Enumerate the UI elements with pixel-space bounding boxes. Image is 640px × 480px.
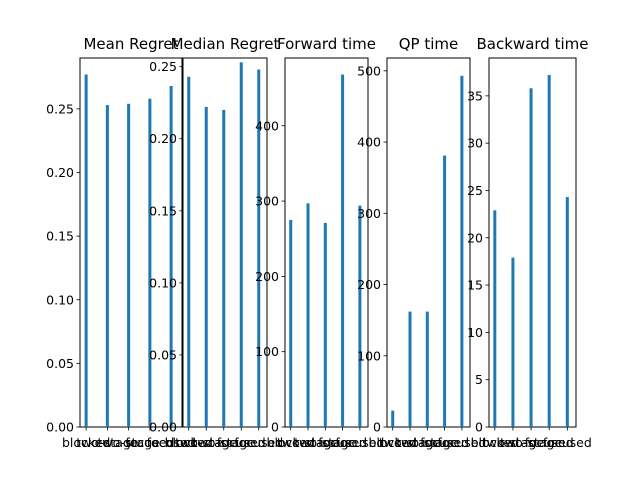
bar (289, 219, 293, 427)
chart-panel-4: 0100200300400500blockedtwo-stagetwo-stag… (357, 35, 486, 450)
y-tick-label: 0.20 (149, 131, 177, 146)
y-tick-label: 0.25 (149, 59, 177, 74)
x-tick-label: focused (543, 435, 592, 450)
bar (425, 311, 429, 427)
bar (148, 98, 152, 428)
chart-title: QP time (399, 35, 459, 53)
x-tick-label: focused (147, 435, 196, 450)
x-tick-label: two-stage (98, 435, 161, 450)
x-tick-label: two-stage (482, 435, 545, 450)
y-tick-label: 300 (255, 194, 279, 209)
x-tick-label: two-stage (500, 435, 563, 450)
y-tick-label: 100 (357, 348, 381, 363)
x-tick-label: focused (234, 435, 283, 450)
bar (204, 107, 208, 427)
x-tick-label: two-stage (277, 435, 340, 450)
y-tick-label: 20 (467, 230, 483, 245)
chart-title: Backward time (477, 35, 589, 53)
chart-panel-5: 0 5 10 15 20 25 30 35 blockedtwo-stagetwo-stagef… (467, 35, 592, 450)
x-tick-label: focused (125, 435, 174, 450)
x-tick-label: blocked (369, 435, 417, 450)
bar (105, 105, 109, 427)
x-tick-label: focused (217, 435, 266, 450)
bar (257, 69, 261, 427)
x-tick-label: blocked (471, 435, 519, 450)
y-tick-label: 0.00 (149, 420, 177, 435)
bar (565, 197, 569, 427)
bar (323, 222, 327, 427)
bar (493, 210, 497, 427)
y-tick-label: 0 (271, 420, 279, 435)
x-tick-label: two-stage (193, 435, 256, 450)
bar (391, 410, 395, 427)
y-tick-label: 300 (357, 206, 381, 221)
y-tick-label: 0.05 (149, 347, 177, 362)
y-tick-label: 15 (467, 278, 483, 293)
bar (239, 62, 243, 427)
x-tick-label: blocked (267, 435, 315, 450)
x-tick-label: two-stage (175, 435, 238, 450)
bar (84, 74, 88, 427)
y-tick-label: 5 (475, 372, 483, 387)
x-tick-label: focused (525, 435, 574, 450)
y-tick-label: 0 (475, 420, 483, 435)
y-tick-label: 0.10 (149, 275, 177, 290)
bar (529, 88, 533, 428)
chart-title: Median Regret (171, 35, 280, 53)
y-tick-label: 0.10 (46, 292, 74, 307)
axes-frame (79, 57, 183, 428)
y-tick-label: 400 (357, 135, 381, 150)
bar (358, 205, 362, 427)
y-tick-label: 500 (357, 63, 381, 78)
x-tick-label: two-stage (76, 435, 139, 450)
x-tick-label: two-stage (396, 435, 459, 450)
x-tick-label: focused (318, 435, 367, 450)
bar (127, 103, 131, 428)
y-tick-label: 200 (255, 269, 279, 284)
y-tick-label: 0.00 (46, 420, 74, 435)
x-tick-label: focused (437, 435, 486, 450)
y-tick-label: 0.15 (46, 229, 74, 244)
chart-title: Mean Regret (83, 35, 178, 53)
bar (408, 311, 412, 427)
y-tick-label: 0.25 (46, 101, 74, 116)
x-tick-label: two-stage (294, 435, 357, 450)
y-tick-label: 100 (255, 344, 279, 359)
bar (547, 75, 551, 428)
chart-panel-1: 0.00 0.05 0.10 0.15 0.20 0.25 blockedtwo-stage… (46, 35, 195, 450)
x-tick-label: blocked (62, 435, 110, 450)
chart-panel-2: 0.00 0.05 0.10 0.15 0.20 0.25 blockedtwo-stage… (149, 35, 283, 450)
bar (187, 76, 191, 427)
y-tick-label: 30 (467, 136, 483, 151)
y-tick-label: 25 (467, 183, 483, 198)
bar (169, 85, 173, 427)
bar (222, 109, 226, 427)
y-tick-label: 0.20 (46, 165, 74, 180)
y-tick-label: 0.05 (46, 356, 74, 371)
bar (511, 257, 515, 427)
chart-panel-3: 0 100 200 300 400 blockedtwo-stagetwo-stagefo… (255, 35, 384, 450)
bar (306, 203, 310, 427)
x-tick-label: focused (420, 435, 469, 450)
x-tick-label: blocked (165, 435, 213, 450)
bar (443, 155, 447, 428)
x-tick-label: two-stage (379, 435, 442, 450)
bar (341, 74, 345, 427)
chart-title: Forward time (277, 35, 376, 53)
y-tick-label: 200 (357, 277, 381, 292)
bar (460, 75, 464, 427)
y-tick-label: 35 (467, 88, 483, 103)
y-tick-label: 10 (467, 325, 483, 340)
x-tick-label: focused (335, 435, 384, 450)
y-tick-label: 400 (255, 118, 279, 133)
y-tick-label: 0 (373, 420, 381, 435)
y-tick-label: 0.15 (149, 203, 177, 218)
